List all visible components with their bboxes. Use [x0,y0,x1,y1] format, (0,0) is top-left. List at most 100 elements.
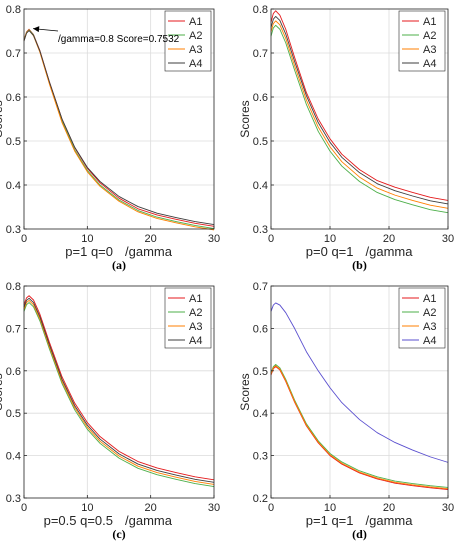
series-line-a2 [23,302,215,487]
legend: A1 A2 A3 A4 [164,287,212,349]
x-tick-label: 30 [208,502,220,514]
legend-entry-a4: A4 [423,58,436,70]
annotation-text: /gamma=0.8 Score=0.7532 [58,34,180,45]
x-tick-label: 20 [383,502,395,514]
x-axis-label-gamma: /gamma [125,244,173,259]
x-tick-label: 10 [324,233,336,245]
series-line-a1 [23,295,215,481]
legend-box [398,287,446,349]
series-line-a4 [270,302,449,463]
y-tick-label: 0.3 [253,224,268,236]
y-tick-label: 0.8 [6,281,21,293]
y-tick-label: 0.7 [253,281,268,293]
y-tick-label: 0.2 [253,493,268,505]
panel-label: (b) [352,258,367,272]
y-tick-label: 0.8 [253,4,268,16]
panel-label: (c) [112,527,125,541]
x-axis-label-params: p=0 q=1 [306,244,354,259]
y-tick-label: 0.6 [6,366,21,378]
panel-c: 0 10 20 30 0.3 0.4 0.5 0.6 0.7 0.8 Scores p=0.5 q=0… [0,281,220,541]
x-tick-label: 30 [442,233,454,245]
panel-a: 0 10 20 30 0.3 0.4 0.5 0.6 0.7 0.8 Scores p=1 q=0/g… [0,4,220,272]
legend-entry-a3: A3 [189,321,202,333]
panel-b: 0 10 20 30 0.3 0.4 0.5 0.6 0.7 0.8 Scores p=0 q=1/g… [238,4,454,272]
x-tick-label: 0 [268,233,274,245]
y-tick-label: 0.3 [6,224,21,236]
legend: A1 A2 A3 A4 [164,10,212,72]
y-tick-label: 0.4 [6,451,21,463]
y-tick-label: 0.6 [253,323,268,335]
x-axis-label-params: p=0.5 q=0.5 [44,513,113,528]
series-line-a3 [270,20,449,209]
x-tick-label: 10 [324,502,336,514]
legend: A1 A2 A3 A4 [398,10,446,72]
y-tick-label: 0.5 [6,136,21,148]
legend-entry-a1: A1 [189,293,202,305]
axes-frame [23,8,215,230]
y-tick-label: 0.5 [6,408,21,420]
legend-entry-a3: A3 [423,321,436,333]
series-line-a4 [23,30,215,226]
y-tick-label: 0.4 [253,180,268,192]
series-line-a2 [270,24,449,214]
y-tick-label: 0.7 [6,48,21,60]
panel-label: (a) [112,258,126,272]
x-tick-label: 20 [383,233,395,245]
y-tick-label: 0.8 [6,4,21,16]
x-tick-label: 0 [21,233,27,245]
legend-entry-a1: A1 [189,16,202,28]
legend-entry-a3: A3 [423,44,436,56]
legend-entry-a4: A4 [189,58,202,70]
x-tick-label: 20 [145,233,157,245]
axes-frame [270,285,449,499]
legend-entry-a1: A1 [423,16,436,28]
x-tick-label: 0 [268,502,274,514]
y-axis-label: Scores [0,373,5,410]
annotation-arrowhead [33,26,40,33]
legend-entry-a1: A1 [423,293,436,305]
panel-label: (d) [352,527,367,541]
legend-entry-a4: A4 [423,335,436,347]
series-line-a4 [270,16,449,205]
legend-entry-a4: A4 [189,335,202,347]
y-tick-label: 0.7 [253,48,268,60]
x-tick-label: 30 [208,233,220,245]
series-line-a3 [23,299,215,485]
y-axis-label: Scores [0,100,5,137]
legend-entry-a2: A2 [189,30,202,42]
axes-frame [270,8,449,230]
y-tick-label: 0.4 [6,180,21,192]
legend-entry-a2: A2 [423,30,436,42]
legend-box [398,10,446,72]
series-line-a1 [270,366,449,490]
x-tick-label: 30 [442,502,454,514]
legend-entry-a2: A2 [189,307,202,319]
legend-box [164,287,212,349]
x-tick-label: 10 [81,502,93,514]
series-line-a1 [270,10,449,201]
x-axis-label-gamma: /gamma [366,513,414,528]
x-axis-label-gamma: /gamma [125,513,173,528]
x-tick-label: 10 [81,233,93,245]
legend: A1 A2 A3 A4 [398,287,446,349]
axes-frame [23,285,215,499]
x-tick-label: 0 [21,502,27,514]
legend-entry-a2: A2 [423,307,436,319]
y-tick-label: 0.3 [253,451,268,463]
series-line-a4 [23,297,215,483]
y-tick-label: 0.5 [253,136,268,148]
y-axis-label: Scores [238,100,252,137]
y-tick-label: 0.7 [6,323,21,335]
x-axis-label-params: p=1 q=1 [306,513,354,528]
y-tick-label: 0.4 [253,408,268,420]
legend-entry-a3: A3 [189,44,202,56]
series-line-a2 [270,363,449,488]
x-axis-label-params: p=1 q=0 [65,244,113,259]
y-tick-label: 0.3 [6,493,21,505]
x-tick-label: 20 [145,502,157,514]
y-tick-label: 0.6 [6,92,21,104]
y-axis-label: Scores [238,373,252,410]
panel-d: 0 10 20 30 0.2 0.3 0.4 0.5 0.6 0.7 Scores p=1 q=1/g… [238,281,454,541]
y-tick-label: 0.5 [253,366,268,378]
